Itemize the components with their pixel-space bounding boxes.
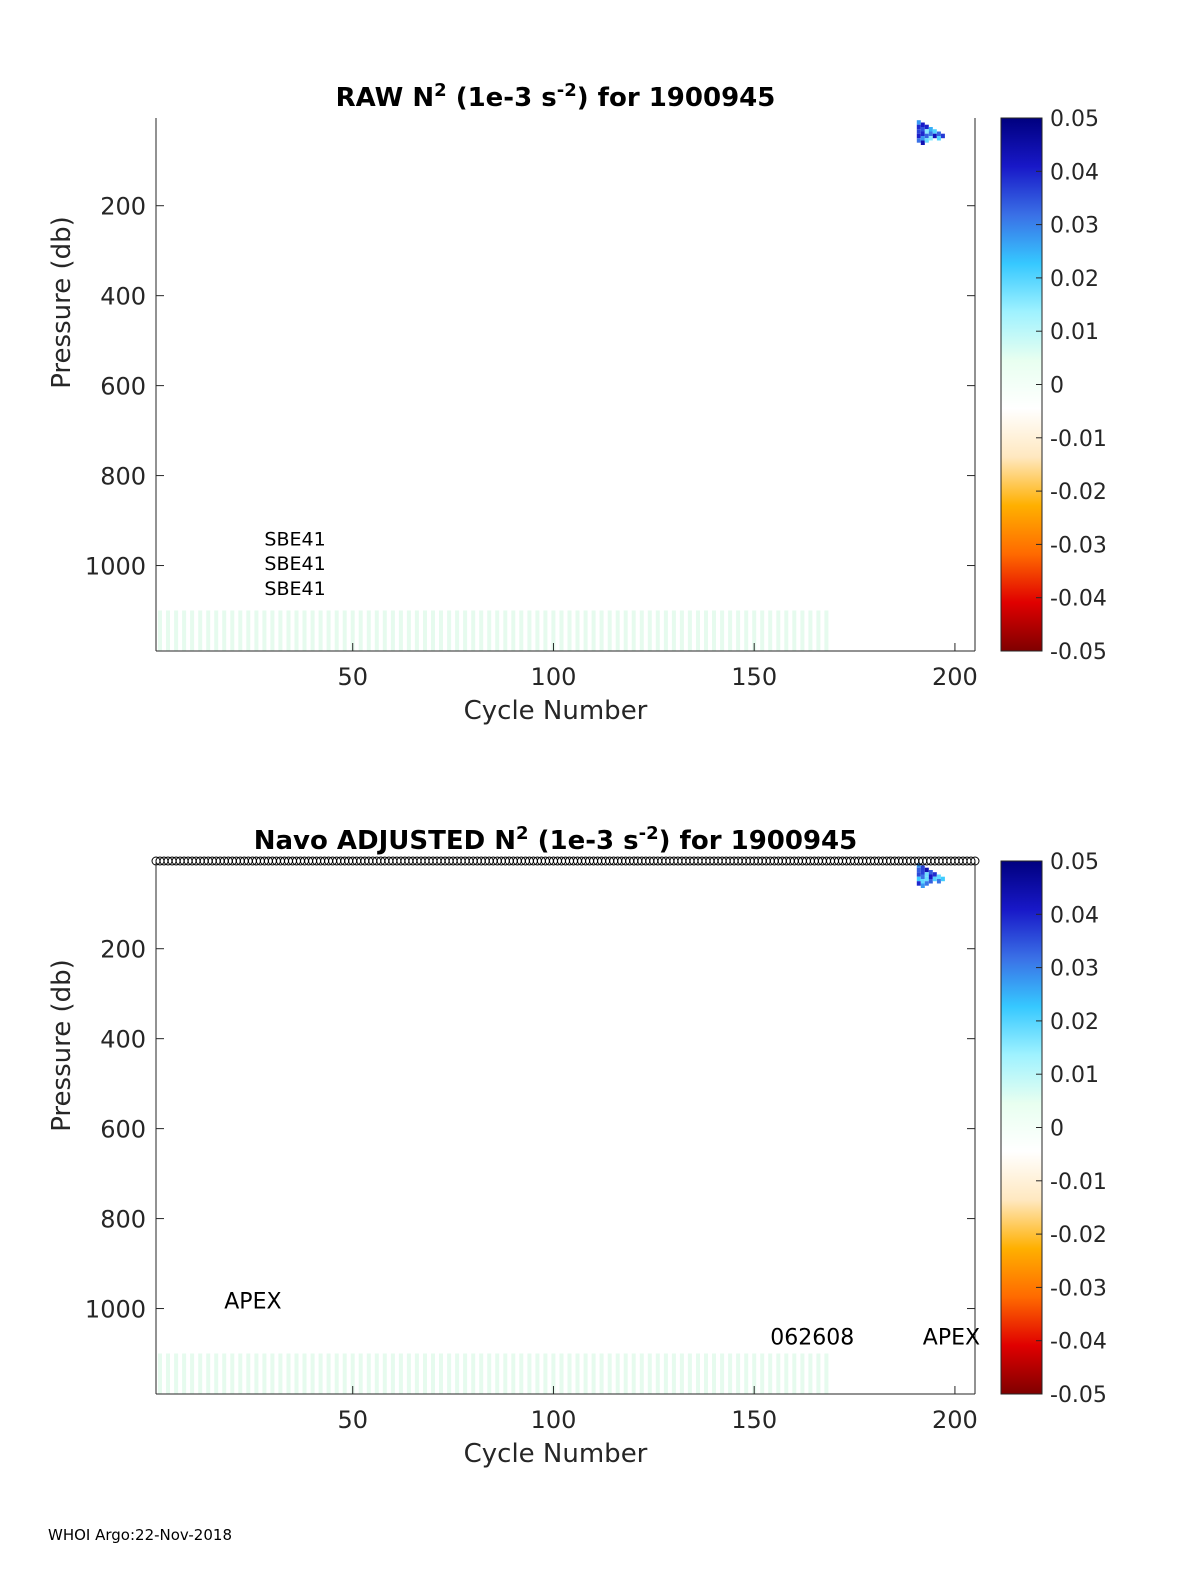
heatmap-cell [310,610,315,651]
heatmap-cell [190,610,195,651]
heatmap-cell [326,610,331,651]
heatmap-cell [166,610,170,651]
heatmap-cell [270,610,275,651]
heatmap-cell [198,610,203,651]
heatmap-cell [182,610,187,651]
heatmap-cell [286,610,291,651]
heatmap-cell [238,610,243,651]
heatmap-cell [294,610,299,651]
heatmap-cells [158,120,945,651]
heatmap-cell [158,610,162,651]
heatmap-cell [302,610,307,651]
heatmap-cell [222,610,227,651]
heatmap-cell [262,610,267,651]
heatmap-cell [318,610,323,651]
heatmap-cell [174,610,179,651]
heatmap-cell [230,610,235,651]
heatmap-cell [214,610,219,651]
heatmap-cell [206,610,211,651]
heatmap-cell [254,610,259,651]
heatmap-cell [246,610,251,651]
heatmap-cell [278,610,283,651]
